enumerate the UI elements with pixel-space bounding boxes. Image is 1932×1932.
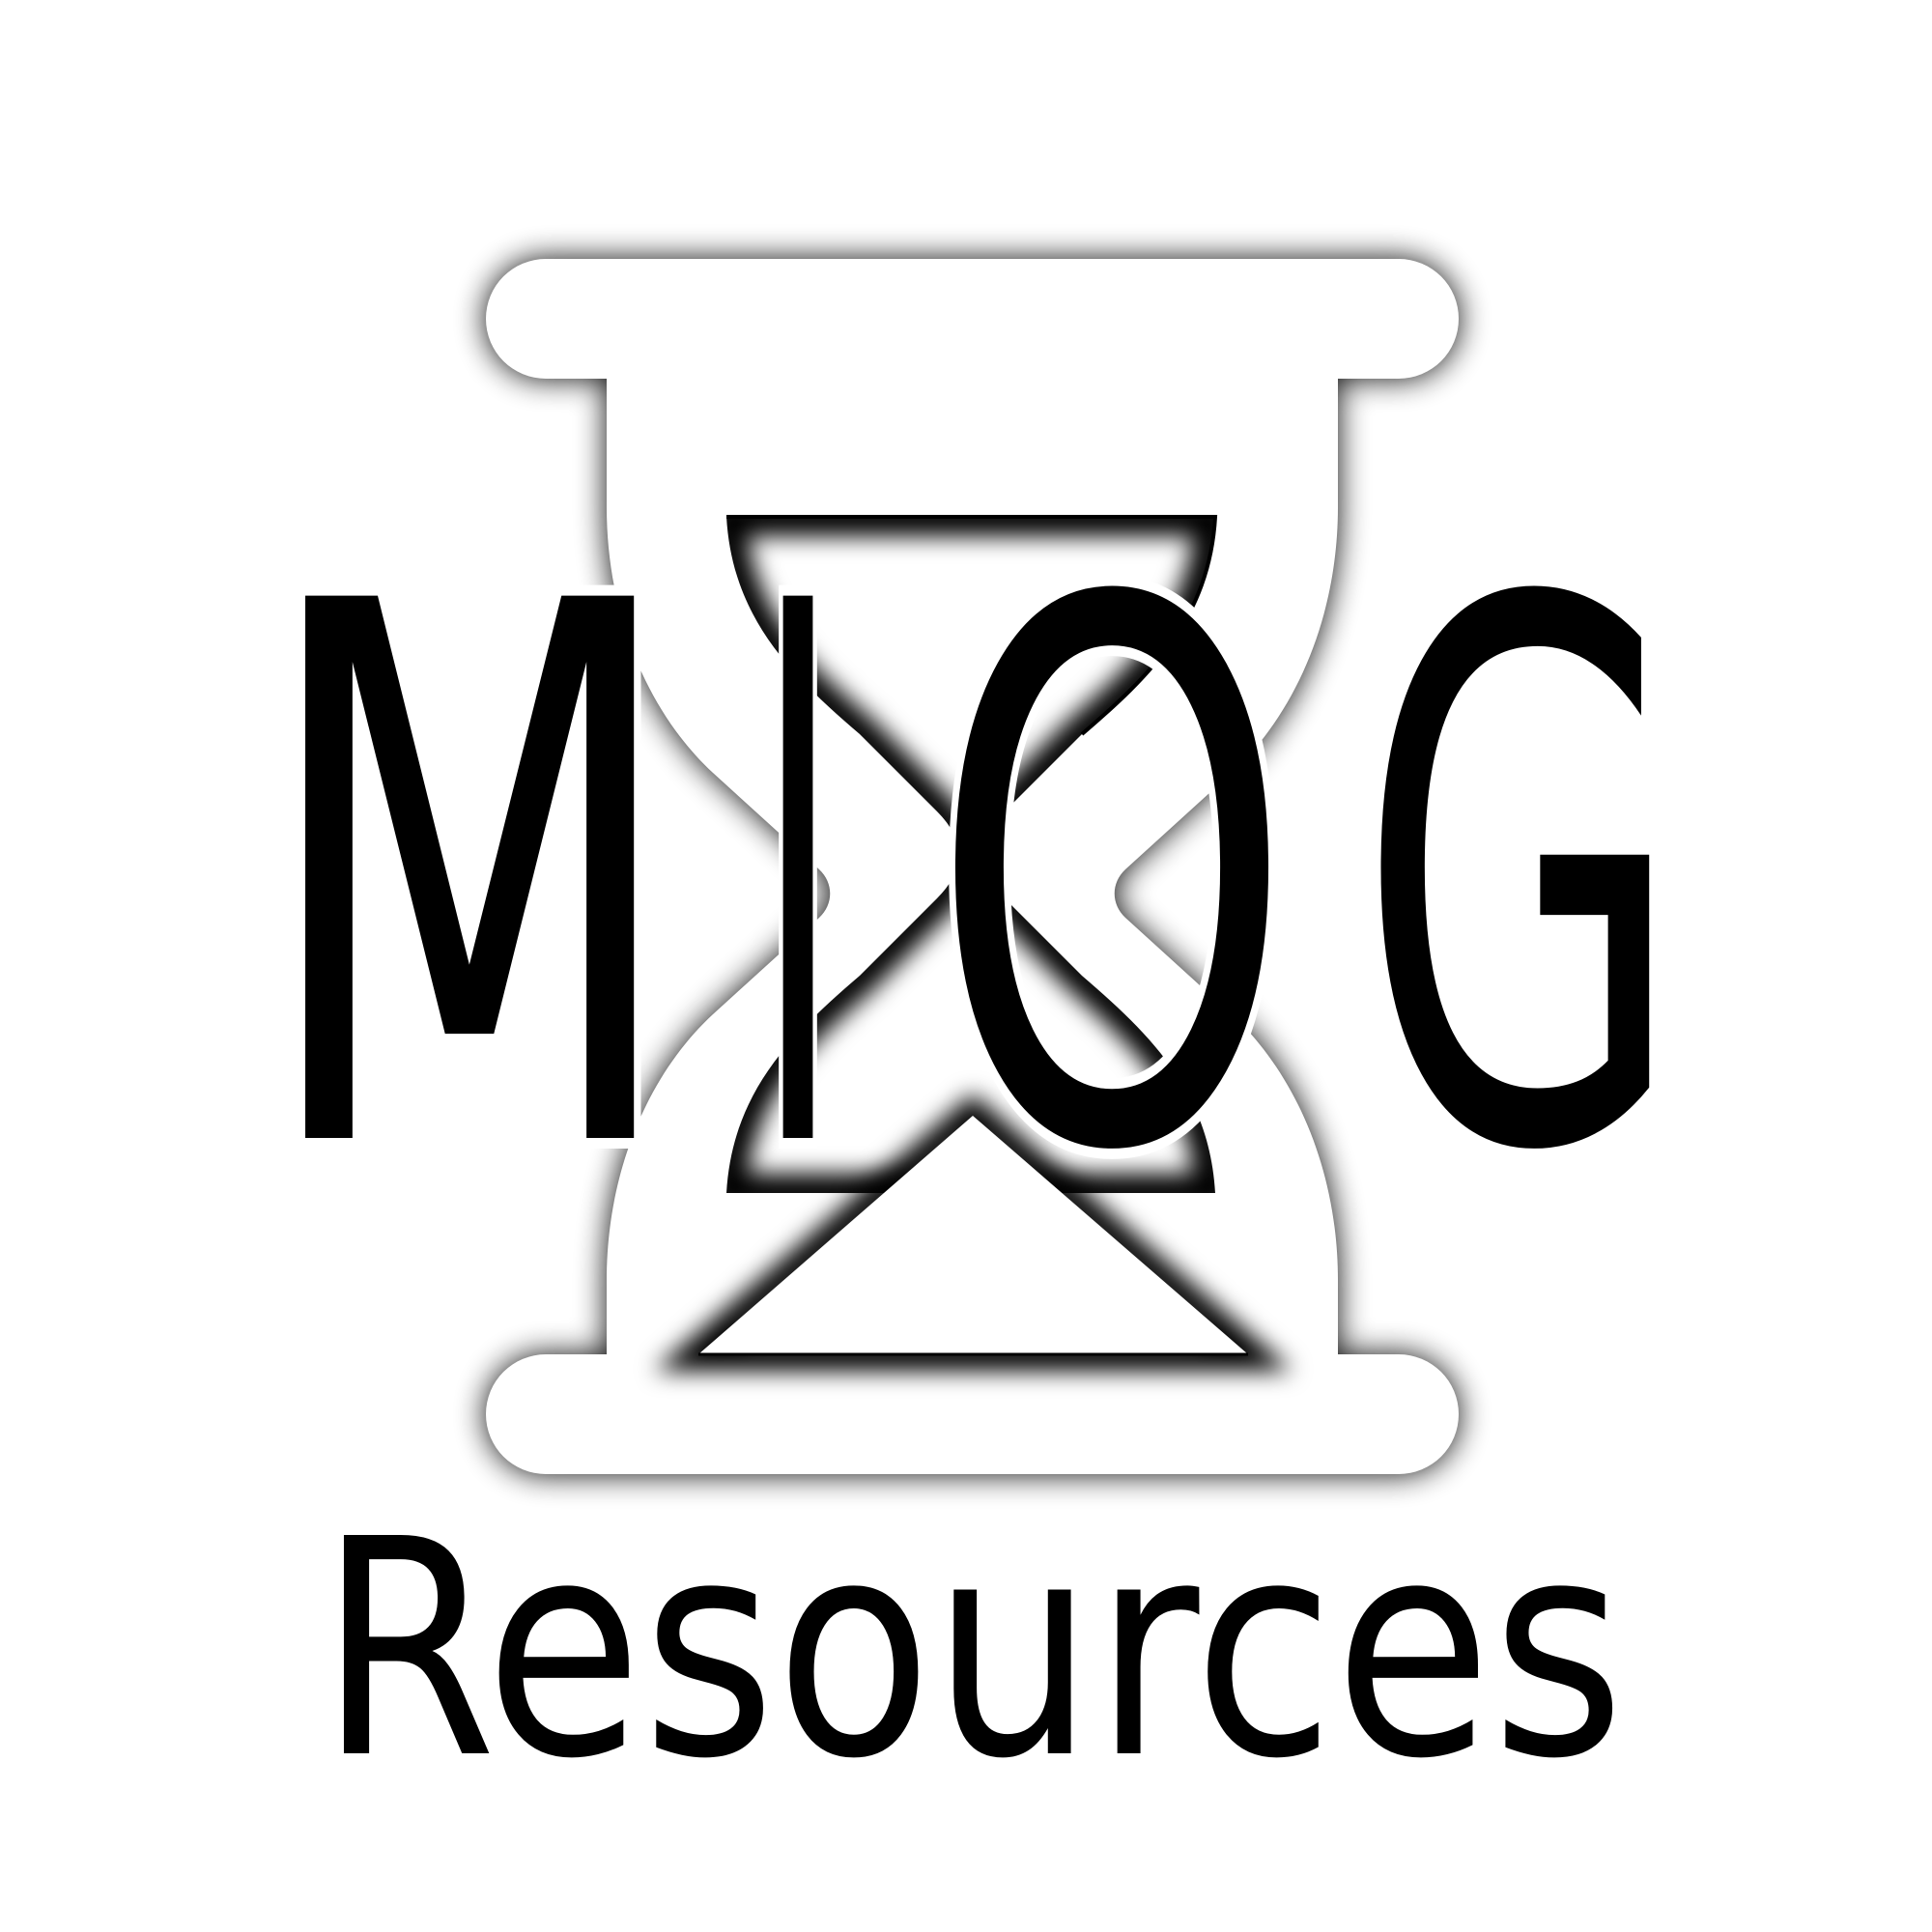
upper-glass — [726, 515, 1218, 736]
wordmark: M I O G — [246, 437, 1694, 1324]
hourglass-icon — [486, 259, 1459, 1474]
sand-pile — [698, 1116, 1248, 1354]
wordmark-letter-g: G — [1357, 447, 1684, 1314]
wordmark-letter-i: I — [753, 447, 842, 1314]
tagline: Resources — [319, 1476, 1625, 1825]
wordmark-letter-o: O — [929, 447, 1294, 1314]
wordmark-letter-m: M — [257, 447, 682, 1314]
